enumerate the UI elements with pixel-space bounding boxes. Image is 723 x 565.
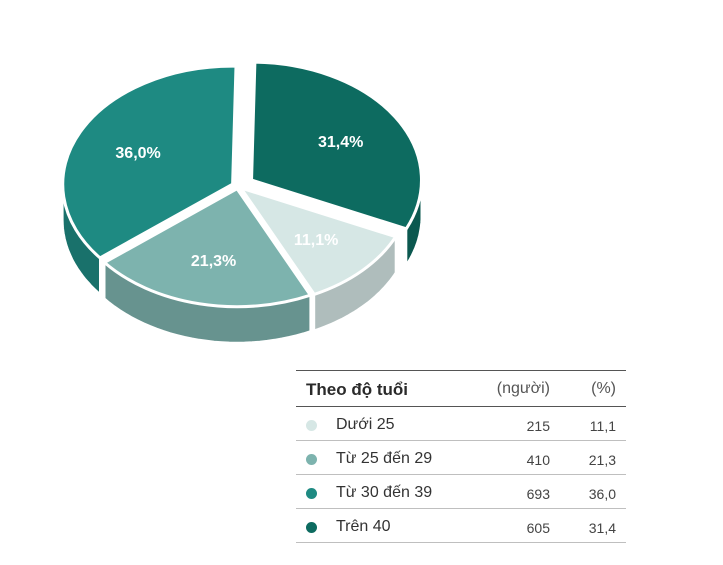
legend-count: 693 (526, 486, 550, 502)
legend-dot-icon (306, 522, 317, 533)
pie-slice-label: 36,0% (115, 145, 160, 162)
legend-dot-icon (306, 454, 317, 465)
legend-table: Theo độ tuổi (người) (%) Dưới 25 215 11,… (296, 370, 626, 543)
legend-category: Trên 40 (336, 518, 391, 535)
legend-header: Theo độ tuổi (người) (%) (296, 371, 626, 407)
legend-unit-count: (người) (496, 380, 550, 397)
legend-category: Từ 30 đến 39 (336, 484, 433, 501)
legend-dot-icon (306, 488, 317, 499)
legend-row: Dưới 25 215 11,1 (296, 407, 626, 441)
legend-percent: 31,4 (588, 520, 616, 536)
pie-slice (250, 60, 423, 231)
pie-slice-label: 11,1% (294, 232, 338, 249)
legend-dot-icon (306, 420, 317, 431)
legend-percent: 11,1 (589, 418, 616, 434)
legend-category: Dưới 25 (336, 416, 395, 433)
legend-count: 215 (526, 418, 550, 434)
legend-row: Từ 30 đến 39 693 36,0 (296, 475, 626, 509)
legend-count: 410 (526, 452, 550, 468)
legend-row: Từ 25 đến 29 410 21,3 (296, 441, 626, 475)
legend-row: Trên 40 605 31,4 (296, 509, 626, 543)
pie-slice-label: 21,3% (191, 253, 236, 270)
legend-unit-pct: (%) (591, 380, 616, 397)
pie-slice (61, 64, 238, 260)
pie-chart: 31,4% 11,1% 21,3% 36,0% (61, 60, 423, 344)
legend-count: 605 (526, 520, 550, 536)
pie-slice-label: 31,4% (318, 134, 363, 151)
pie-slice (101, 186, 313, 309)
legend-category: Từ 25 đến 29 (336, 450, 433, 467)
legend-percent: 21,3 (588, 452, 616, 468)
pie-slice (237, 185, 399, 297)
legend-title: Theo độ tuổi (306, 380, 408, 399)
legend-percent: 36,0 (588, 486, 616, 502)
